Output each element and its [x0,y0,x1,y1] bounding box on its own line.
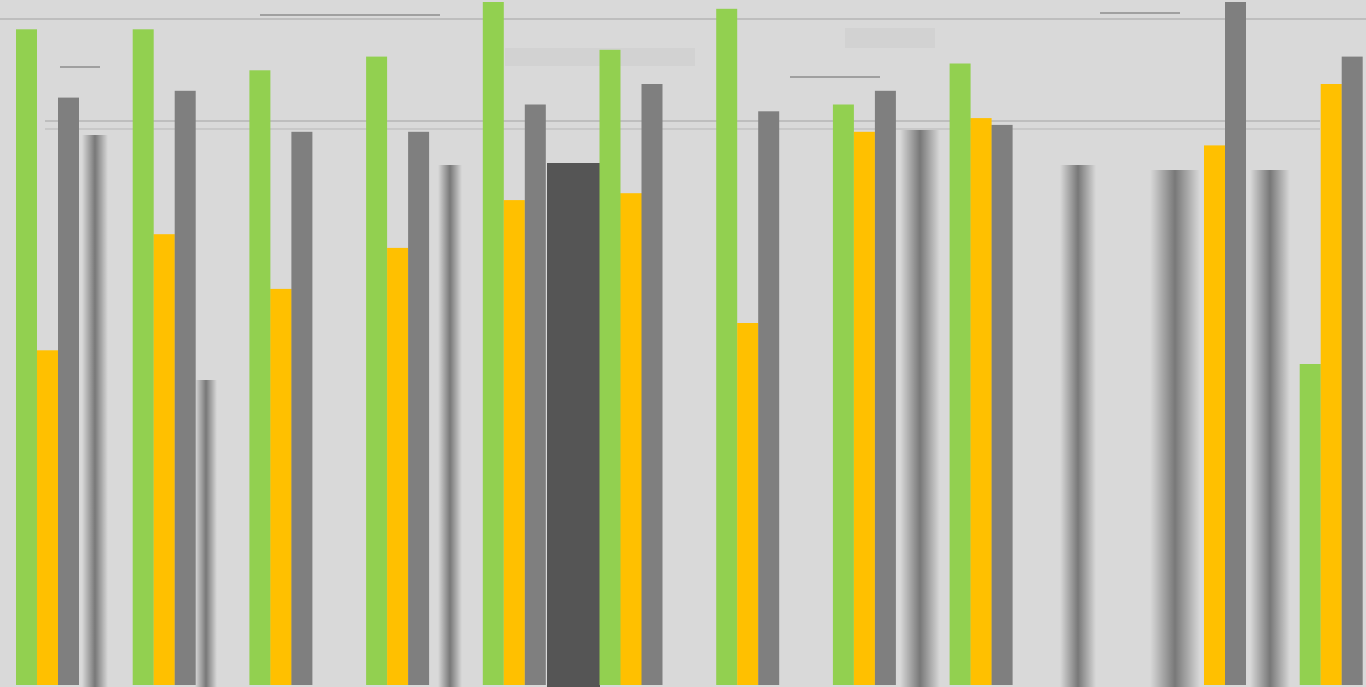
bar-group-5-series-3 [525,105,546,686]
bar-group-1-series-3 [58,98,79,685]
bar-group-3-series-2 [270,289,291,685]
bar-group-6-series-1 [600,50,621,685]
bar-group-2-series-1 [133,29,154,685]
bar-group-2-series-3 [175,91,196,685]
bar-group-11-series-2 [1204,145,1225,685]
bar-group-6-series-3 [642,84,663,685]
bar-group-12-series-3 [1342,57,1363,685]
bar-group-7-series-1 [716,9,737,685]
bar-group-1-series-1 [16,29,37,685]
bar-group-12-series-1 [1300,364,1321,685]
bar-group-3-series-3 [291,132,312,685]
bar-group-1-series-2 [37,350,58,685]
bar-group-8-series-3 [875,91,896,685]
bar-group-4-series-2 [387,248,408,685]
bar-group-12-series-2 [1321,84,1342,685]
bar-group-11-series-3 [1225,2,1246,685]
bar-group-3-series-1 [249,70,270,685]
bar-group-8-series-2 [854,132,875,685]
bar-group-4-series-1 [366,57,387,685]
bar-group-5-series-2 [504,200,525,685]
bar-group-4-series-3 [408,132,429,685]
bar-group-9-series-2 [971,118,992,685]
bar-group-9-series-3 [992,125,1013,685]
bar-group-9-series-1 [950,64,971,686]
bar-group-5-series-1 [483,2,504,685]
bar-group-7-series-3 [758,111,779,685]
bar-group-7-series-2 [737,323,758,685]
bar-group-2-series-2 [154,234,175,685]
bar-group-6-series-2 [621,193,642,685]
bar-group-8-series-1 [833,105,854,686]
